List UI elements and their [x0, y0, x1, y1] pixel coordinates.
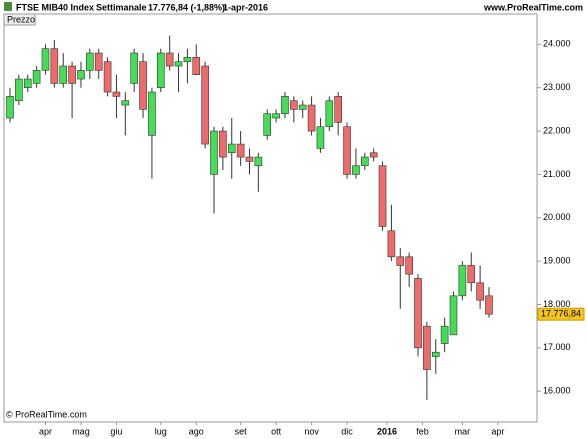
date: 1-apr-2016: [223, 2, 268, 12]
candle-body: [219, 130, 227, 158]
x-tick-label: set: [235, 426, 248, 436]
candle-body: [227, 143, 236, 154]
panel-label: Prezzo: [7, 14, 35, 24]
period: Settimanale: [96, 2, 147, 12]
candle-body: [59, 65, 68, 84]
candle-body: [360, 156, 369, 167]
candle-body: [139, 61, 147, 110]
title: FTSE MIB40 Index: [16, 2, 94, 12]
candle-body: [183, 57, 192, 62]
x-tick-label: mar: [455, 426, 471, 436]
candle-body: [290, 100, 298, 110]
candle-body: [467, 265, 476, 284]
y-tick-label: 19.000: [543, 256, 571, 266]
candle-body: [68, 65, 76, 84]
candle-body: [272, 113, 280, 119]
source: www.ProRealTime.com: [483, 2, 583, 12]
candle-body: [148, 91, 156, 136]
x-tick-label: dic: [341, 426, 353, 436]
copyright: © ProRealTime.com: [6, 409, 87, 419]
candle-body: [77, 70, 85, 80]
x-tick-label: ago: [189, 426, 204, 436]
candle-body: [387, 230, 396, 258]
y-tick-label: 24.000: [543, 39, 571, 49]
candle-body: [263, 113, 272, 136]
candle-body: [369, 152, 378, 158]
candle-body: [103, 61, 112, 93]
candle-body: [245, 156, 254, 162]
candle-body: [440, 325, 449, 344]
x-tick-label: 2016: [377, 426, 397, 436]
candle-body: [130, 52, 138, 84]
candle-body: [210, 130, 218, 175]
candle-body: [201, 65, 209, 145]
candle-body: [352, 165, 360, 175]
candle-body: [316, 126, 325, 149]
candle-body: [192, 57, 201, 76]
icon: [4, 2, 12, 11]
panel-label-box: [3, 13, 36, 26]
y-tick-label: 23.000: [543, 82, 571, 92]
candle-body: [112, 91, 121, 97]
candle-body: [485, 295, 493, 315]
candle-body: [174, 61, 183, 67]
candle-body: [396, 256, 405, 266]
last-value-label: 17.776,84: [541, 309, 581, 319]
x-tick-label: apr: [39, 426, 52, 436]
candle-body: [343, 126, 351, 175]
y-tick-label: 21.000: [543, 169, 571, 179]
candle-body: [405, 256, 413, 275]
candle-body: [307, 104, 316, 132]
x-tick-label: apr: [491, 426, 504, 436]
candle-body: [94, 52, 103, 71]
candle-body: [6, 96, 14, 119]
y-tick-label: 18.000: [543, 299, 571, 309]
y-tick-label: 20.000: [543, 212, 571, 222]
candle-body: [86, 52, 94, 71]
candle-body: [32, 70, 41, 84]
y-tick-label: 22.000: [543, 125, 571, 135]
x-tick-label: feb: [416, 426, 429, 436]
candle-body: [414, 278, 422, 349]
candle-body: [378, 165, 387, 227]
candle-body: [236, 143, 245, 158]
candle-body: [23, 78, 32, 89]
candle-body: [254, 156, 263, 167]
y-tick-label: 16.000: [543, 386, 571, 396]
candle-body: [458, 265, 467, 297]
candle-body: [431, 351, 440, 357]
x-tick-label: ott: [271, 426, 282, 436]
x-tick-label: lug: [155, 426, 167, 436]
candle-body: [476, 282, 484, 301]
candle-body: [325, 100, 334, 128]
candle-body: [423, 325, 431, 370]
candle-body: [165, 52, 174, 67]
candle-body: [334, 96, 342, 123]
candle-body: [41, 48, 50, 71]
candle-body: [121, 100, 130, 106]
candle-body: [50, 48, 59, 84]
candle-body: [281, 96, 289, 115]
candle-body: [15, 78, 23, 102]
y-tick-label: 17.000: [543, 342, 571, 352]
candle-body: [298, 104, 307, 110]
candle-body: [449, 295, 458, 336]
x-tick-label: nov: [304, 426, 319, 436]
candle-body: [156, 52, 165, 89]
x-tick-label: mag: [72, 426, 90, 436]
x-tick-label: giu: [110, 426, 122, 436]
quote: 17.776,84 (-1,88%): [148, 2, 225, 12]
last-value-box: [537, 307, 585, 321]
